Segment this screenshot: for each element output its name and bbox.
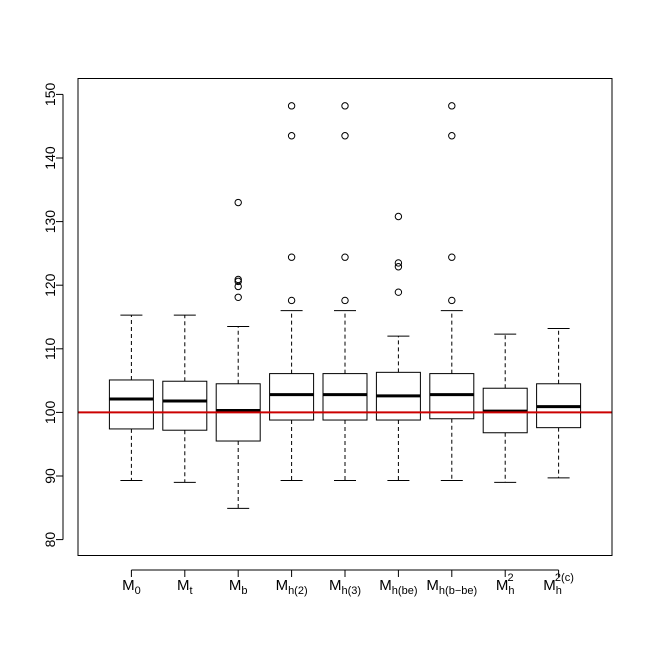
x-tick-label-sub: h bbox=[556, 585, 562, 597]
x-tick-label-base: M bbox=[543, 577, 556, 594]
x-tick-label-base: M bbox=[276, 577, 289, 594]
y-tick-label: 140 bbox=[42, 146, 58, 170]
box-9 bbox=[536, 327, 582, 479]
x-tick-label-base: M bbox=[122, 577, 135, 594]
outlier-point bbox=[341, 296, 349, 305]
x-tick-label-base: M bbox=[229, 577, 242, 594]
box-iqr bbox=[162, 380, 208, 431]
box-7 bbox=[429, 102, 475, 481]
box-8 bbox=[482, 333, 528, 483]
outlier-point bbox=[394, 288, 403, 296]
outlier-point bbox=[394, 263, 403, 271]
y-tick-label: 100 bbox=[42, 401, 58, 425]
y-axis: 80 90 100 110 120 130 140 150 bbox=[42, 83, 64, 548]
plot-frame bbox=[77, 78, 613, 556]
x-tick-label-base: M bbox=[177, 577, 190, 594]
outlier-point bbox=[448, 132, 456, 140]
outlier-point bbox=[394, 212, 403, 221]
x-tick-label: Mb bbox=[229, 577, 248, 597]
y-tick-label: 120 bbox=[42, 273, 58, 297]
x-tick-label-sub: b bbox=[241, 585, 247, 597]
x-tick-label: Mh2 bbox=[496, 572, 515, 597]
outlier-point bbox=[448, 102, 456, 110]
y-tick-label: 80 bbox=[42, 532, 58, 548]
x-tick-label: M0 bbox=[122, 577, 141, 597]
y-tick-label: 110 bbox=[42, 337, 58, 360]
outlier-point bbox=[341, 253, 349, 261]
x-tick-label: Mh(2) bbox=[276, 577, 308, 597]
box-iqr bbox=[108, 379, 154, 430]
outlier-point bbox=[234, 198, 242, 207]
y-tick-label: 90 bbox=[42, 468, 58, 484]
x-tick-label-base: M bbox=[379, 577, 392, 594]
outlier-point bbox=[234, 275, 242, 284]
y-tick-label: 150 bbox=[42, 83, 58, 107]
outlier-point bbox=[394, 259, 403, 267]
outlier-point bbox=[234, 277, 242, 286]
x-tick-label-sub: h bbox=[508, 585, 514, 597]
x-tick-label-base: M bbox=[329, 577, 342, 594]
x-tick-label-sup: 2 bbox=[508, 572, 514, 584]
outlier-point bbox=[287, 132, 296, 140]
x-tick-label: Mh(b−be) bbox=[426, 577, 477, 597]
box-iqr bbox=[429, 373, 475, 420]
x-tick-label: Mh2(c) bbox=[543, 572, 574, 597]
x-tick-label-sub: h(be) bbox=[392, 585, 418, 597]
y-tick-label: 130 bbox=[42, 210, 58, 234]
outlier-point bbox=[448, 296, 456, 305]
x-tick-label-sub: 0 bbox=[135, 585, 141, 597]
outlier-point bbox=[287, 102, 296, 110]
x-tick-label-sub: h(2) bbox=[288, 585, 308, 597]
outlier-point bbox=[341, 132, 349, 140]
x-tick-label: Mh(3) bbox=[329, 577, 361, 597]
box-2 bbox=[162, 314, 208, 483]
x-tick-label-sub: t bbox=[190, 585, 193, 597]
x-tick-label-sub: h(b−be) bbox=[439, 585, 477, 597]
x-axis: M0 Mt Mb Mh(2) Mh(3) Mh(be) Mh(b−be) Mh2 Mh2(c) bbox=[122, 569, 574, 597]
x-tick-label: Mt bbox=[177, 577, 193, 597]
x-tick-label-sup: 2(c) bbox=[555, 572, 574, 584]
x-tick-label-base: M bbox=[426, 577, 439, 594]
outlier-point bbox=[287, 253, 296, 261]
outlier-point bbox=[287, 296, 296, 305]
outlier-point bbox=[234, 282, 242, 291]
outlier-point bbox=[234, 293, 242, 301]
x-tick-label-sub: h(3) bbox=[341, 585, 361, 597]
box-1 bbox=[108, 314, 154, 481]
x-tick-label: Mh(be) bbox=[379, 577, 417, 597]
x-tick-label-base: M bbox=[496, 577, 509, 594]
outlier-point bbox=[448, 253, 456, 261]
outlier-point bbox=[341, 102, 349, 110]
